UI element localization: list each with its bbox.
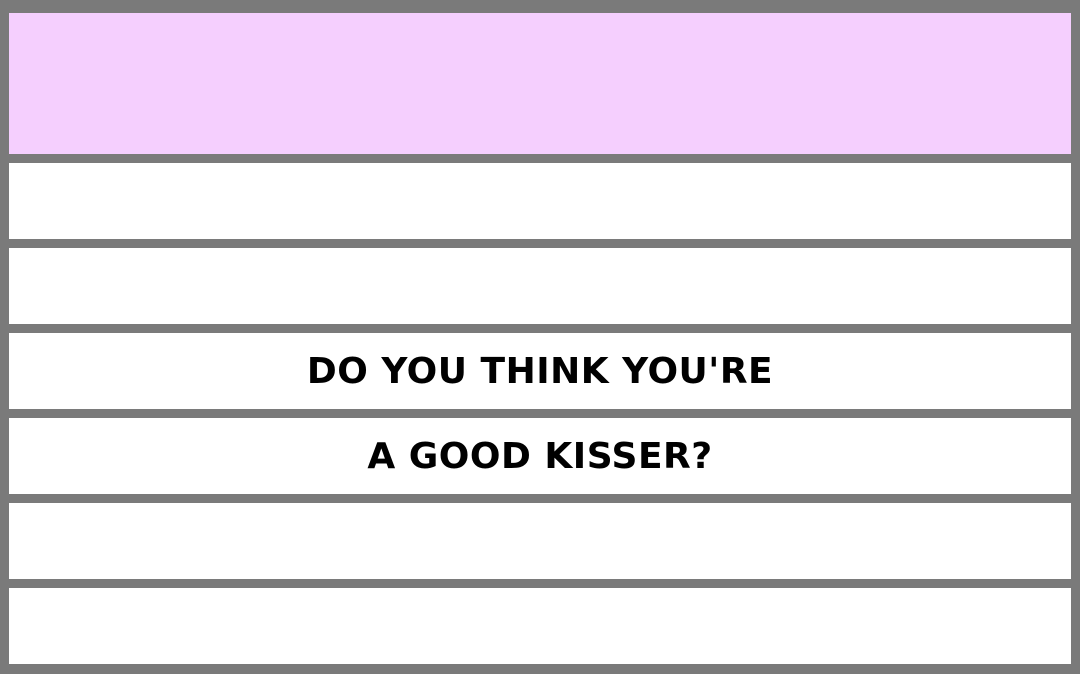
question-line-2: A GOOD KISSER? bbox=[367, 435, 713, 477]
ruled-row-3: DO YOU THINK YOU'RE bbox=[9, 333, 1071, 409]
ruled-row-4: A GOOD KISSER? bbox=[9, 418, 1071, 494]
ruled-row-2 bbox=[9, 248, 1071, 324]
header-band bbox=[9, 13, 1071, 154]
ruled-row-1 bbox=[9, 163, 1071, 239]
ruled-row-6 bbox=[9, 588, 1071, 664]
question-line-1: DO YOU THINK YOU'RE bbox=[306, 350, 774, 392]
ruled-row-5 bbox=[9, 503, 1071, 579]
